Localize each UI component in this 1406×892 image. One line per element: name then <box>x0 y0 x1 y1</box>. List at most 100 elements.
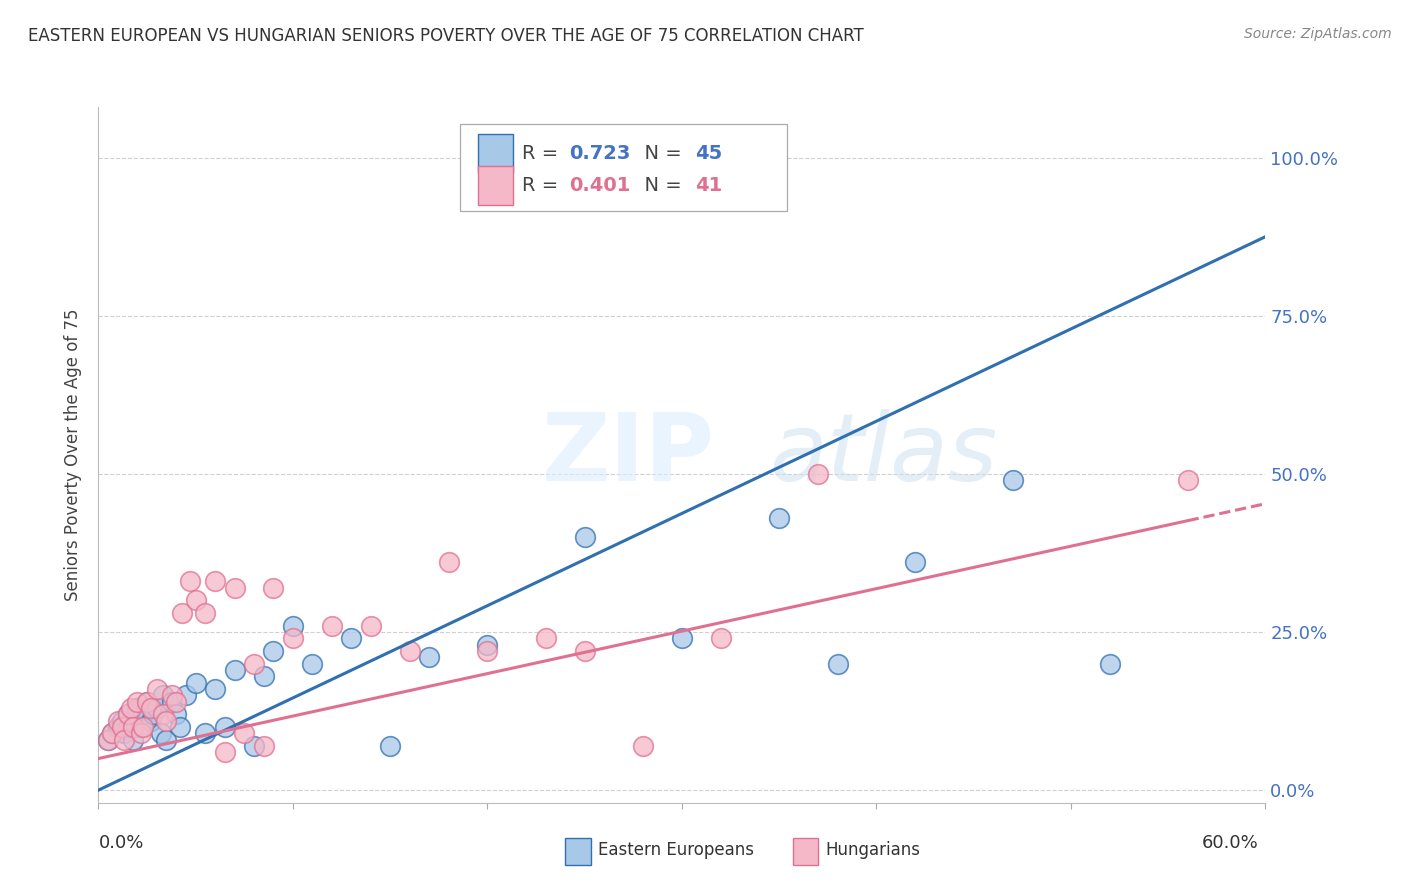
Point <box>233 726 256 740</box>
FancyBboxPatch shape <box>478 167 513 204</box>
Point <box>174 688 197 702</box>
Point <box>149 726 172 740</box>
Point <box>136 695 159 709</box>
Point <box>101 726 124 740</box>
Point <box>1001 473 1024 487</box>
Point <box>112 726 135 740</box>
Point <box>768 511 790 525</box>
Point <box>117 707 139 722</box>
Point <box>534 632 557 646</box>
Text: Source: ZipAtlas.com: Source: ZipAtlas.com <box>1244 27 1392 41</box>
Point <box>477 638 499 652</box>
Point <box>214 745 236 759</box>
Point <box>165 707 187 722</box>
Point <box>111 714 134 728</box>
Text: Hungarians: Hungarians <box>825 841 921 859</box>
Point <box>827 657 849 671</box>
Text: Eastern Europeans: Eastern Europeans <box>598 841 754 859</box>
Point <box>253 669 276 683</box>
Point <box>418 650 440 665</box>
Point <box>170 606 193 620</box>
Point <box>204 574 226 589</box>
Point <box>281 632 304 646</box>
Point <box>165 695 187 709</box>
Point <box>146 701 169 715</box>
Text: 45: 45 <box>695 144 723 163</box>
Text: EASTERN EUROPEAN VS HUNGARIAN SENIORS POVERTY OVER THE AGE OF 75 CORRELATION CHA: EASTERN EUROPEAN VS HUNGARIAN SENIORS PO… <box>28 27 863 45</box>
Point <box>111 720 134 734</box>
Point <box>1098 657 1121 671</box>
Point <box>169 720 191 734</box>
Point <box>146 681 169 696</box>
Point <box>129 720 152 734</box>
Text: R =: R = <box>522 176 565 195</box>
Point <box>162 695 184 709</box>
Y-axis label: Seniors Poverty Over the Age of 75: Seniors Poverty Over the Age of 75 <box>65 309 83 601</box>
Point <box>224 663 246 677</box>
Point <box>162 688 184 702</box>
Point <box>152 707 174 722</box>
FancyBboxPatch shape <box>793 838 818 865</box>
Point <box>360 618 382 632</box>
Point <box>574 644 596 658</box>
Text: 41: 41 <box>695 176 723 195</box>
Point <box>139 714 162 728</box>
Point <box>122 720 145 734</box>
Point <box>152 688 174 702</box>
Point <box>807 467 830 481</box>
Text: 0.723: 0.723 <box>568 144 630 163</box>
Point <box>340 632 363 646</box>
FancyBboxPatch shape <box>478 135 513 173</box>
Point <box>121 701 143 715</box>
Point <box>184 675 207 690</box>
Text: 60.0%: 60.0% <box>1202 834 1258 852</box>
Point <box>117 720 139 734</box>
Point <box>321 618 343 632</box>
Point <box>380 739 402 753</box>
Point <box>671 632 693 646</box>
Point <box>107 714 129 728</box>
Point <box>262 644 284 658</box>
Point <box>574 530 596 544</box>
FancyBboxPatch shape <box>565 838 591 865</box>
Point <box>155 714 177 728</box>
Point <box>301 657 323 671</box>
Point <box>142 707 165 722</box>
Point <box>1177 473 1199 487</box>
Text: 0.401: 0.401 <box>568 176 630 195</box>
Point <box>194 606 217 620</box>
Point <box>214 720 236 734</box>
Point <box>136 695 159 709</box>
Point <box>631 739 654 753</box>
Point <box>97 732 120 747</box>
Text: ZIP: ZIP <box>541 409 714 501</box>
Point <box>204 681 226 696</box>
Point <box>127 695 149 709</box>
Point <box>139 701 162 715</box>
Point <box>155 732 177 747</box>
Point <box>184 593 207 607</box>
Text: 0.0%: 0.0% <box>98 834 143 852</box>
FancyBboxPatch shape <box>460 124 787 211</box>
Point <box>194 726 217 740</box>
Point <box>127 701 149 715</box>
Point <box>179 574 201 589</box>
Point <box>112 732 135 747</box>
Point <box>477 644 499 658</box>
Point <box>398 644 420 658</box>
Point <box>262 581 284 595</box>
Text: R =: R = <box>522 144 565 163</box>
Point <box>243 739 266 753</box>
Point <box>129 726 152 740</box>
Point <box>224 581 246 595</box>
Text: N =: N = <box>631 144 688 163</box>
Text: atlas: atlas <box>769 409 998 500</box>
Point <box>253 739 276 753</box>
Point <box>101 726 124 740</box>
Point <box>121 714 143 728</box>
Point <box>122 732 145 747</box>
Point <box>437 556 460 570</box>
Point <box>132 707 155 722</box>
Point <box>243 657 266 671</box>
Text: N =: N = <box>631 176 688 195</box>
